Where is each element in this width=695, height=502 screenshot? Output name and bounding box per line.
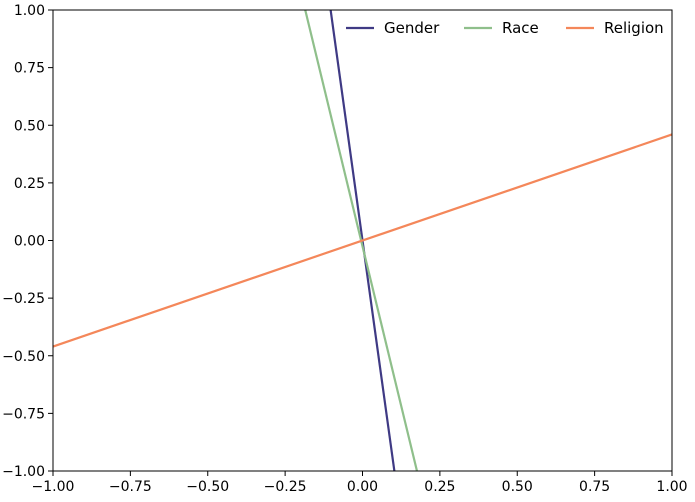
x-tick-label: 0.00 [347, 479, 378, 495]
legend-label-religion: Religion [604, 19, 664, 37]
legend: Gender Race Religion [346, 19, 664, 37]
legend-label-race: Race [502, 19, 539, 37]
y-axis: 1.00 0.75 0.50 0.25 0.00 −0.25 −0.50 −0.75 −1.00 [2, 3, 53, 480]
y-tick-label: 0.75 [14, 61, 45, 77]
legend-label-gender: Gender [384, 19, 440, 37]
x-tick-label: −0.75 [109, 479, 152, 495]
x-tick-label: 0.25 [424, 479, 455, 495]
x-tick-label: 0.50 [502, 479, 533, 495]
y-tick-label: −0.50 [2, 349, 45, 365]
x-tick-label: −0.25 [264, 479, 307, 495]
x-tick-label: −1.00 [32, 479, 75, 495]
y-tick-label: 0.50 [14, 118, 45, 134]
x-tick-label: 0.75 [579, 479, 610, 495]
y-tick-label: 0.25 [14, 176, 45, 192]
y-tick-label: 0.00 [14, 234, 45, 250]
y-tick-label: −0.25 [2, 291, 45, 307]
y-tick-label: −1.00 [2, 464, 45, 480]
x-tick-label: 1.00 [656, 479, 687, 495]
x-axis: −1.00 −0.75 −0.50 −0.25 0.00 0.25 0.50 0.75 1.00 [32, 471, 688, 495]
y-tick-label: 1.00 [14, 3, 45, 19]
x-tick-label: −0.50 [186, 479, 229, 495]
series-layer [53, 10, 672, 471]
series-line-religion [53, 133, 672, 348]
y-tick-label: −0.75 [2, 406, 45, 422]
